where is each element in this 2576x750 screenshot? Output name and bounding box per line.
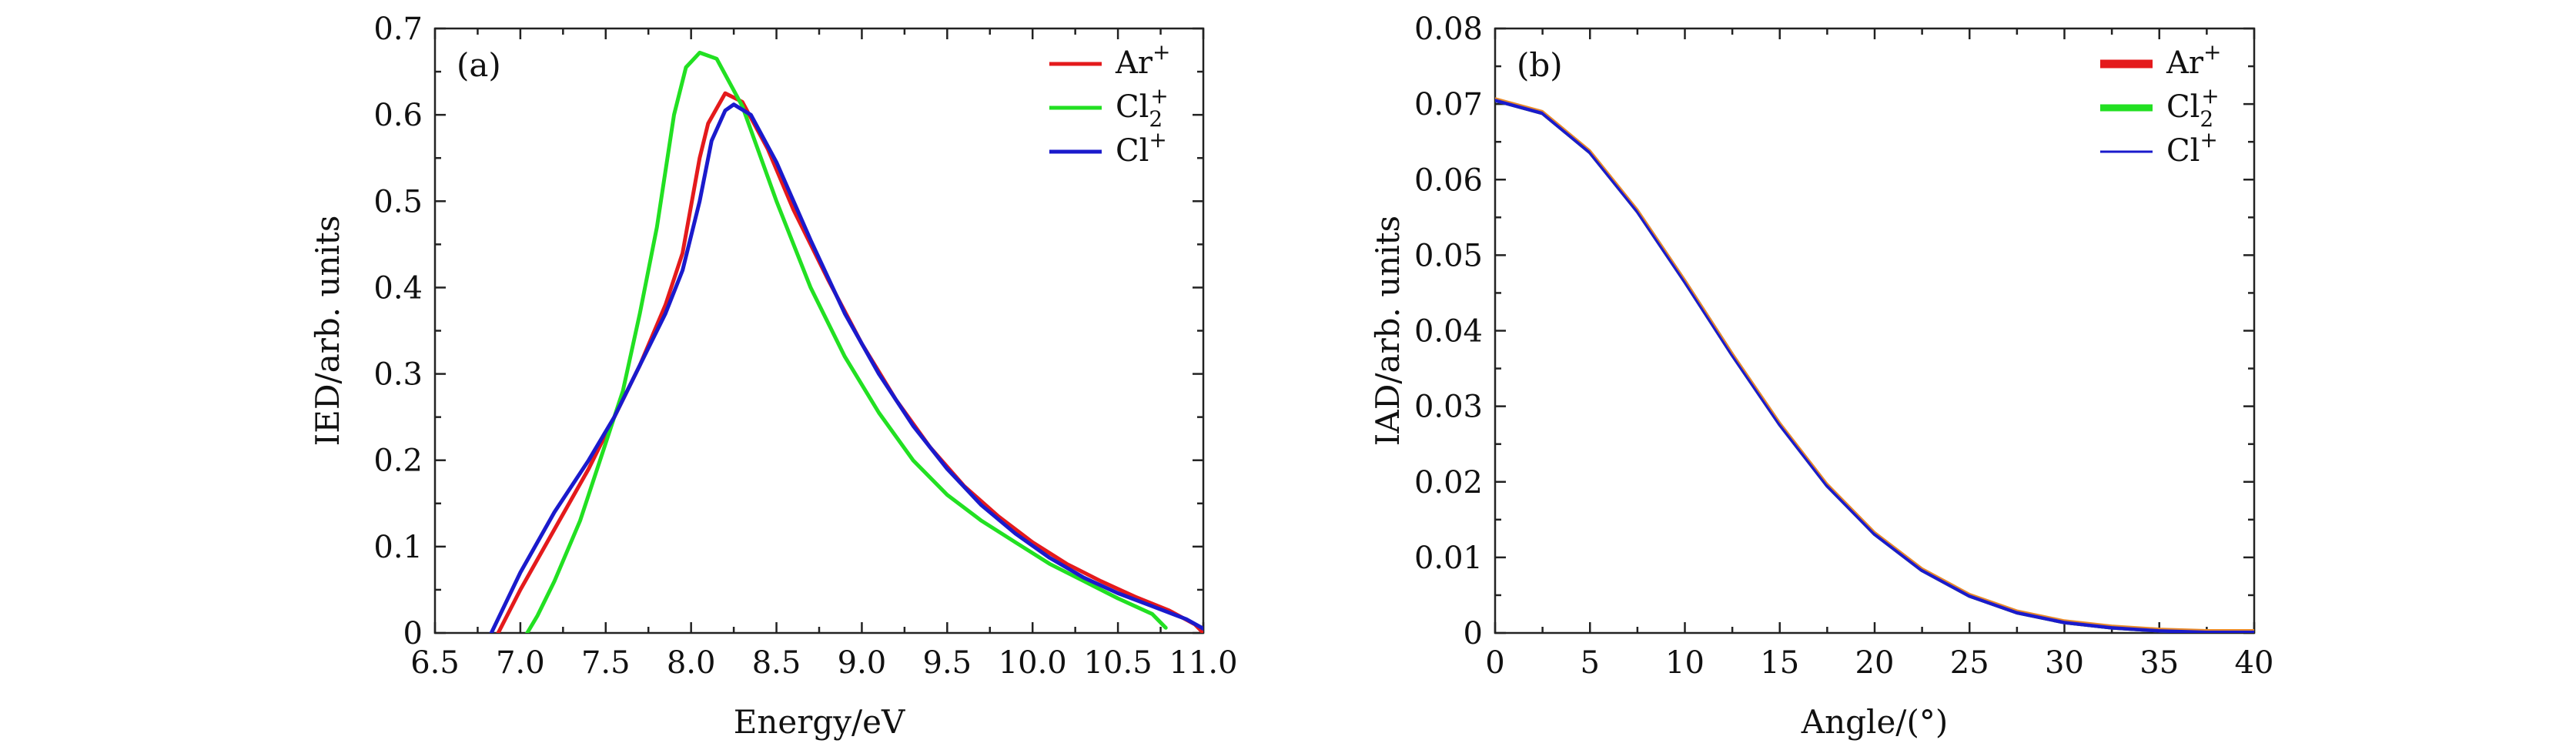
x-tick-label: 0 <box>1485 645 1504 681</box>
chart-panel-b: 0 5 10 15 20 25 30 35 40 0 0.01 0.02 0.03 0.04 0.05 0.0… <box>1369 12 2273 741</box>
y-tick-label: 0.02 <box>1414 465 1483 501</box>
y-tick-label: 0.3 <box>373 357 423 393</box>
plot-frame <box>1494 27 2256 634</box>
x-tick-label: 40 <box>2235 645 2274 681</box>
series-group <box>1495 97 2254 633</box>
y-axis-title: IAD/arb. units <box>1369 216 1407 446</box>
y-tick-label: 0.03 <box>1414 390 1483 425</box>
x-tick-label: 20 <box>1855 645 1895 681</box>
legend: Ar+Cl2+Cl+ <box>2100 39 2221 169</box>
x-tick-label: 15 <box>1760 645 1799 681</box>
y-tick-label: 0.05 <box>1414 238 1483 273</box>
y-tick-label: 0.06 <box>1414 162 1483 198</box>
y-tick-label: 0.6 <box>373 98 423 133</box>
y-axis-title: IED/arb. units <box>309 216 346 447</box>
legend-label: Cl2+ <box>1116 83 1169 132</box>
x-tick-label: 7.5 <box>581 645 631 681</box>
legend: Ar+Cl2+Cl+ <box>1049 39 1170 169</box>
x-tick-label: 9.5 <box>923 645 972 681</box>
x-axis-title: Energy/eV <box>734 703 905 741</box>
x-tick-label: 8.5 <box>752 645 801 681</box>
y-tick-label: 0.07 <box>1414 87 1483 122</box>
series-group <box>489 50 1203 633</box>
plot-frame <box>433 27 1205 634</box>
x-tick-label: 9.0 <box>838 645 887 681</box>
legend-label: Ar+ <box>2166 39 2221 81</box>
y-tick-label: 0.04 <box>1414 314 1483 350</box>
x-axis-title: Angle/(°) <box>1801 703 1948 741</box>
x-tick-label: 30 <box>2045 645 2084 681</box>
series-line-cl2-plus <box>1495 98 2254 633</box>
series-line-ar-plus <box>1495 98 2254 633</box>
y-tick-label: 0.5 <box>373 184 423 219</box>
x-tick-label: 7.0 <box>496 645 545 681</box>
x-tick-label: 10.5 <box>1084 645 1153 681</box>
legend-label: Ar+ <box>1115 39 1170 81</box>
x-tick-label: 11.0 <box>1169 645 1237 681</box>
x-tick-label: 5 <box>1581 645 1600 681</box>
y-tick-label: 0.2 <box>373 444 423 479</box>
series-line-overlay <box>1495 97 2254 631</box>
x-tick-label: 25 <box>1950 645 1989 681</box>
y-tick-label: 0.08 <box>1414 12 1483 47</box>
x-tick-label: 6.5 <box>410 645 460 681</box>
legend-label: Cl+ <box>1116 127 1167 169</box>
chart-panel-a: 6.5 7.0 7.5 8.0 8.5 9.0 9.5 10.0 10.5 11.0 0 0.1 0.2… <box>309 12 1238 741</box>
panel-label: (a) <box>457 46 501 84</box>
y-tick-label: 0.4 <box>373 270 423 306</box>
series-line-cl2-plus <box>525 50 1168 633</box>
legend-label: Cl+ <box>2166 127 2218 169</box>
x-tick-label: 10.0 <box>999 645 1067 681</box>
x-tick-label: 35 <box>2139 645 2179 681</box>
legend-label: Cl2+ <box>2166 83 2220 132</box>
series-line-cl-plus <box>1495 98 2254 633</box>
series-line-cl-plus <box>489 102 1203 633</box>
y-tick-label: 0 <box>403 616 423 651</box>
panel-label: (b) <box>1517 46 1563 84</box>
y-tick-label: 0 <box>1464 616 1483 651</box>
x-tick-label: 8.0 <box>667 645 716 681</box>
y-tick-label: 0.01 <box>1414 541 1483 576</box>
x-tick-label: 10 <box>1665 645 1705 681</box>
y-tick-label: 0.1 <box>373 530 423 565</box>
y-tick-label: 0.7 <box>373 12 423 47</box>
